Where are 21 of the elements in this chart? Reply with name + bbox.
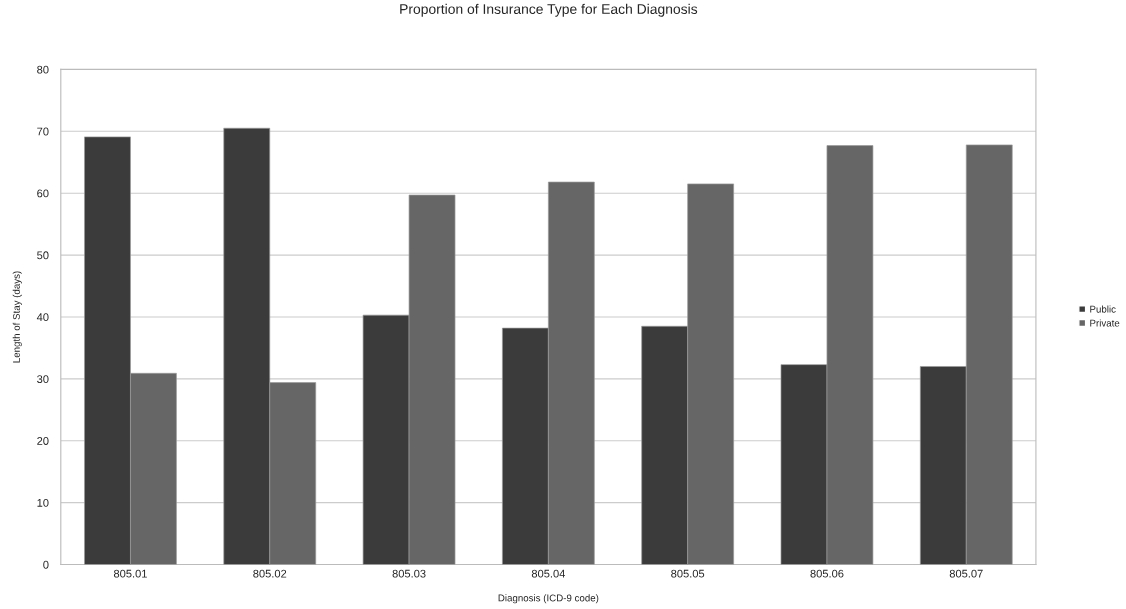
x-tick-label: 805.02 (253, 569, 287, 578)
x-tick-label: 805.01 (113, 569, 147, 578)
y-tick-label: 60 (37, 189, 49, 198)
x-tick-label: 805.06 (810, 569, 844, 578)
x-tick-label: 805.04 (531, 569, 566, 578)
y-axis-title: Length of Stay (days) (12, 271, 22, 363)
x-tick-label: 805.03 (392, 569, 426, 578)
y-tick-label: 20 (37, 437, 49, 445)
y-tick-label: 50 (37, 251, 49, 260)
x-axis-title: Diagnosis (ICD-9 code) (498, 594, 599, 604)
legend-label: Public (1090, 305, 1116, 313)
y-tick-label: 30 (37, 375, 49, 384)
y-tick-label: 40 (36, 313, 49, 322)
legend-label: Private (1090, 319, 1120, 327)
x-tick-label: 805.05 (671, 569, 705, 578)
x-tick-label: 805.07 (949, 569, 983, 578)
chart-title: Proportion of Insurance Type for Each Diagnosis (400, 3, 698, 17)
y-tick-label: 70 (37, 127, 49, 136)
y-tick-label: 10 (37, 498, 49, 507)
y-tick-label: 0 (43, 560, 49, 569)
y-tick-label: 80 (37, 65, 49, 74)
